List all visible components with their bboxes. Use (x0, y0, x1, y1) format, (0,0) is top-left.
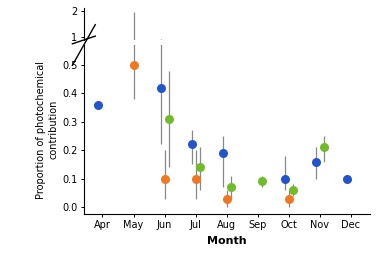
X-axis label: Month: Month (207, 236, 247, 246)
Y-axis label: Proportion of photochemical
contribution: Proportion of photochemical contribution (37, 61, 58, 199)
